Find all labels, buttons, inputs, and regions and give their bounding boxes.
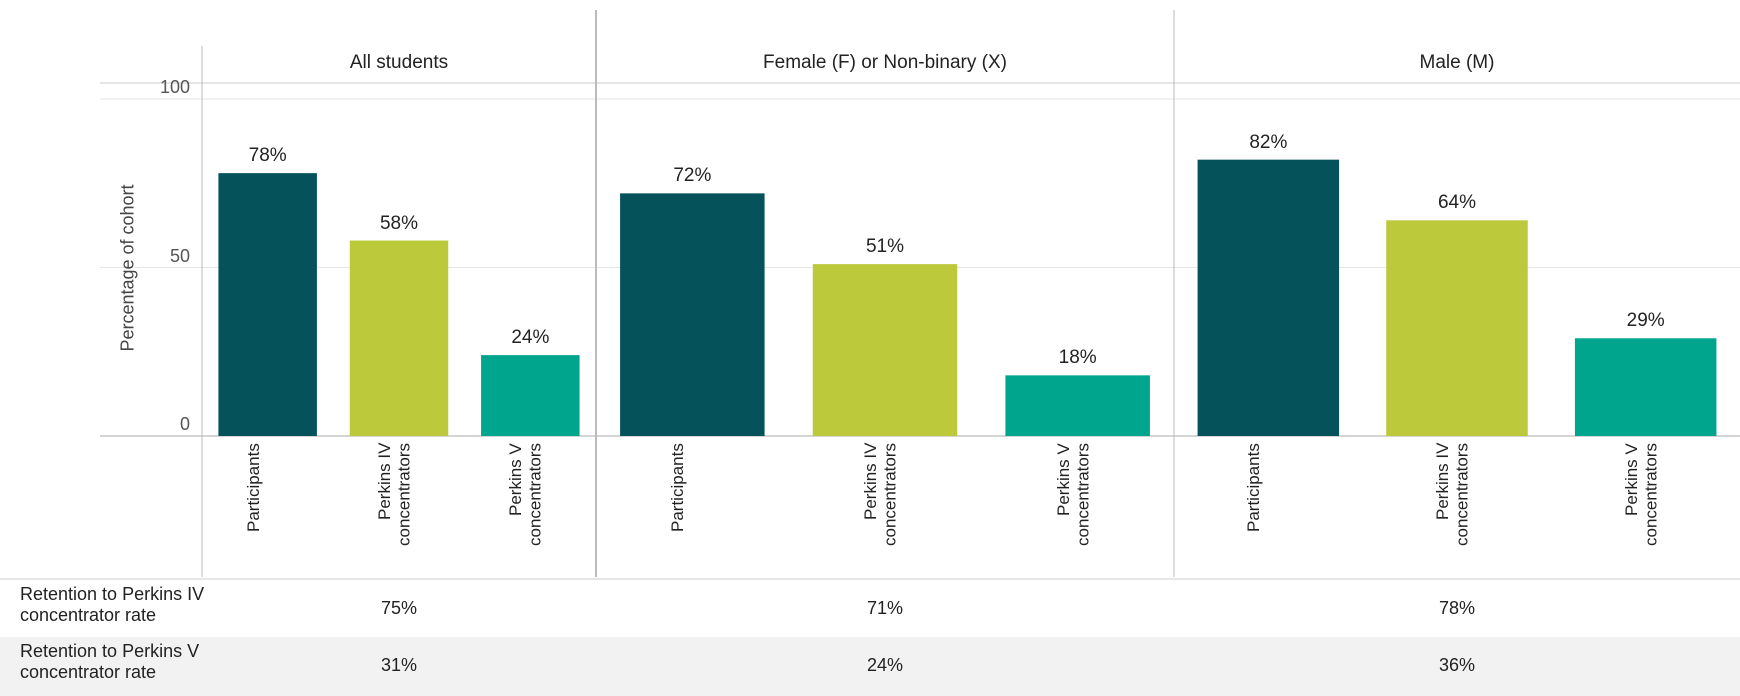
row-background <box>0 637 1740 696</box>
table-cell: 36% <box>1438 655 1476 675</box>
bar <box>1197 159 1340 436</box>
data-label: 51% <box>865 236 905 258</box>
x-tick-label: Participants <box>1244 443 1264 532</box>
data-label: 78% <box>248 145 287 167</box>
data-label: 58% <box>379 212 419 234</box>
data-label: 29% <box>1626 310 1665 332</box>
bar <box>1574 338 1717 436</box>
x-tick-label: Perkins IV concentrators <box>861 443 900 546</box>
panel-title: Female (F) or Non-binary (X) <box>763 52 1007 73</box>
table-cell: 75% <box>380 598 418 618</box>
data-label: 24% <box>511 327 550 349</box>
table-cell: 24% <box>866 655 904 675</box>
x-tick-label: Participants <box>668 443 688 532</box>
data-label: 72% <box>673 165 712 187</box>
panel-title: All students <box>349 52 449 73</box>
bar <box>812 264 958 436</box>
y-tick-label: 100 <box>159 77 190 97</box>
row-label: Retention to Perkins IV concentrator rat… <box>20 584 205 625</box>
data-label: 18% <box>1058 347 1097 369</box>
x-tick-label: Perkins V concentrators <box>506 443 545 546</box>
x-tick-label: Perkins V concentrators <box>1621 443 1661 546</box>
bar <box>620 193 765 436</box>
bar <box>481 355 580 436</box>
row-label: Retention to Perkins V concentrator rate <box>20 641 200 682</box>
x-tick-label: Participants <box>243 443 263 532</box>
y-tick-label: 0 <box>179 414 190 434</box>
x-tick-label: Perkins V concentrators <box>1053 443 1093 546</box>
data-label: 82% <box>1249 131 1288 153</box>
bar <box>1005 375 1150 436</box>
bar <box>349 240 449 436</box>
table-cell: 78% <box>1438 598 1476 618</box>
x-tick-label: Perkins IV concentrators <box>1433 443 1472 546</box>
bar <box>218 173 317 436</box>
table-cell: 31% <box>380 655 418 675</box>
y-tick-label: 50 <box>169 245 190 266</box>
y-axis-label: Percentage of cohort <box>117 184 138 352</box>
table-cell: 71% <box>866 598 904 618</box>
x-tick-label: Perkins IV concentrators <box>375 443 414 546</box>
panel-title: Male (M) <box>1419 52 1495 73</box>
data-label: 64% <box>1437 192 1477 214</box>
bar <box>1386 220 1528 436</box>
